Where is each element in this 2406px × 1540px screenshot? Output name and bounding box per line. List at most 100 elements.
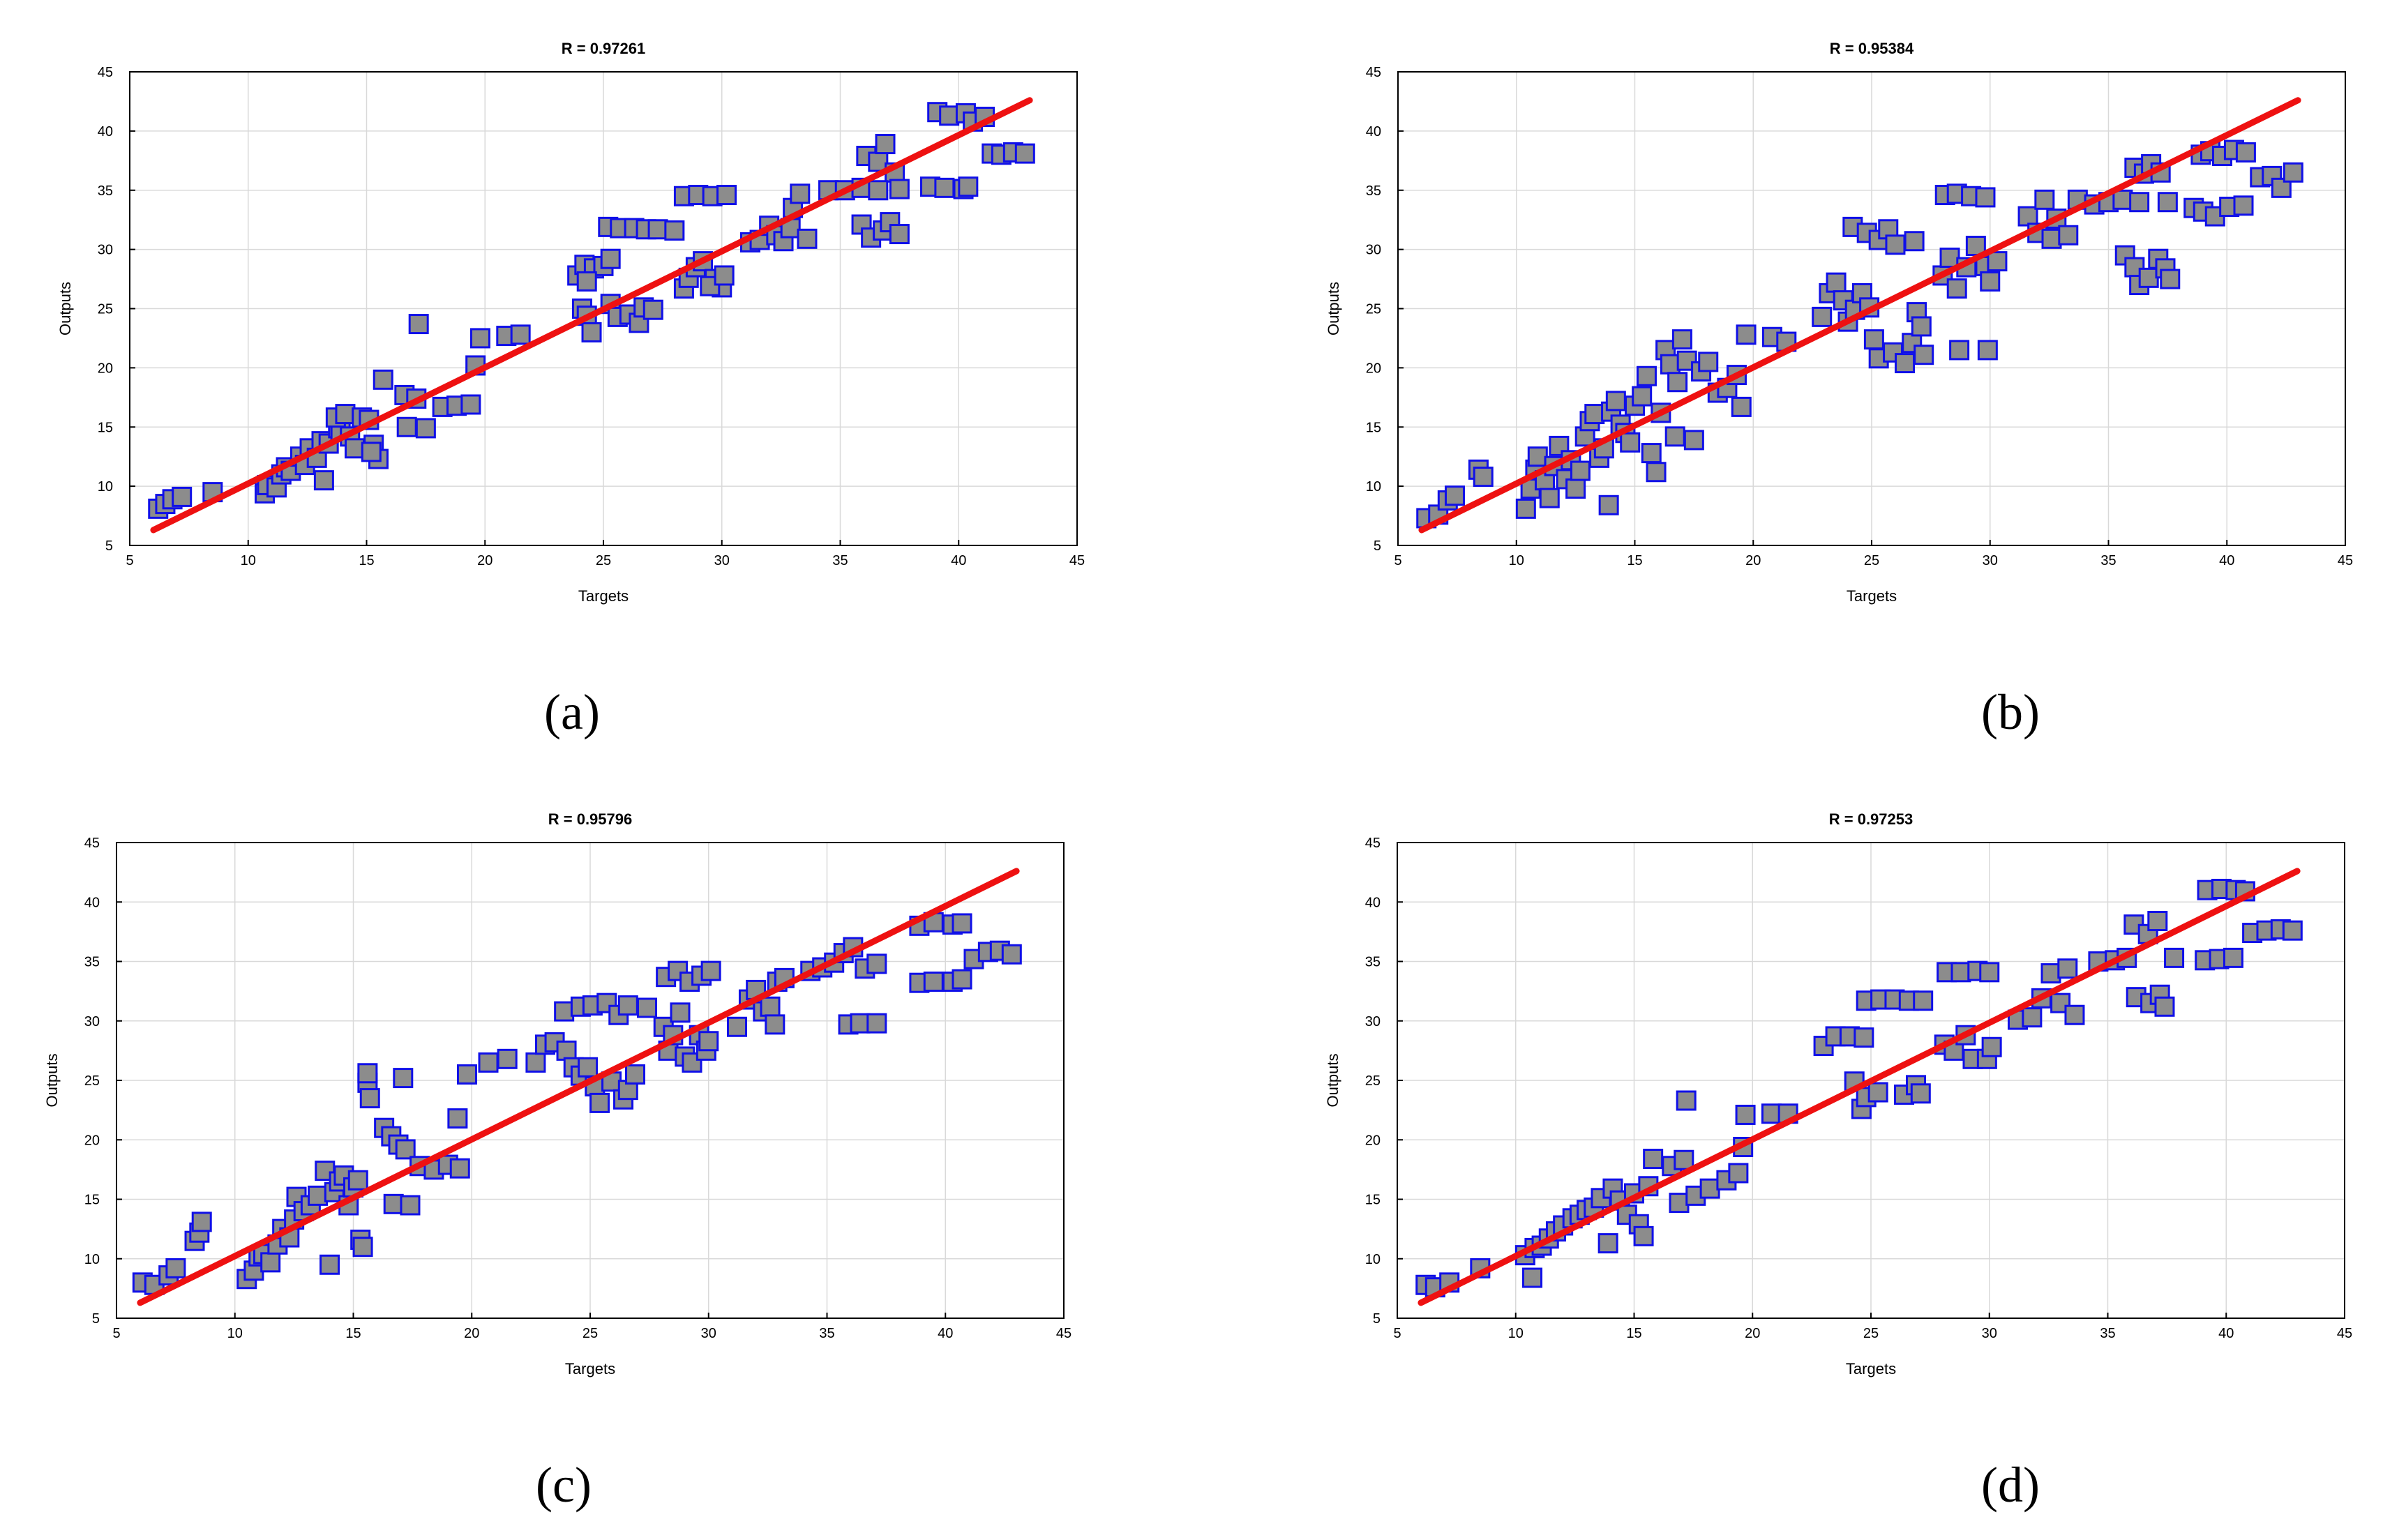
data-point: [1527, 446, 1548, 467]
data-point: [2223, 947, 2243, 968]
data-point: [1683, 430, 1704, 451]
data-point: [1598, 495, 1619, 515]
data-point: [1736, 324, 1757, 345]
y-tick-label: 5: [1373, 1311, 1381, 1327]
data-point: [1939, 248, 1960, 269]
data-point: [2147, 911, 2168, 932]
data-point: [1980, 271, 2001, 292]
data-point: [1987, 251, 2008, 272]
data-point: [1620, 432, 1641, 453]
data-point: [1943, 1040, 1964, 1061]
y-tick-label: 45: [98, 65, 113, 80]
y-tick-label: 15: [1365, 1193, 1381, 1208]
y-tick-label: 40: [1365, 895, 1381, 910]
data-point: [726, 1016, 747, 1037]
data-point: [850, 1013, 871, 1034]
data-point: [2164, 947, 2185, 968]
data-point: [1761, 1103, 1782, 1124]
y-tick-label: 20: [98, 361, 113, 376]
data-point: [1910, 1083, 1931, 1104]
data-point: [1826, 272, 1847, 293]
fit-line: [1418, 868, 2301, 1306]
fit-line: [150, 97, 1033, 534]
caption-a: (a): [544, 684, 600, 740]
y-tick-label: 35: [1366, 183, 1381, 199]
data-point: [625, 1064, 646, 1085]
y-tick-label: 40: [1366, 124, 1381, 139]
y-tick-label: 5: [1374, 538, 1381, 554]
x-tick-label: 30: [1982, 1326, 1997, 1341]
data-point: [2040, 963, 2061, 984]
data-point: [958, 176, 979, 197]
x-tick-label: 35: [832, 553, 848, 568]
data-point: [352, 1237, 373, 1258]
data-point: [1728, 1163, 1749, 1184]
data-point: [647, 219, 668, 240]
y-axis-label: Outputs: [43, 1053, 61, 1107]
x-tick-label: 10: [1508, 1326, 1524, 1341]
data-point: [1539, 488, 1560, 508]
x-tick-label: 25: [1863, 1326, 1879, 1341]
data-point: [2064, 1004, 2085, 1025]
x-tick-label: 5: [126, 553, 133, 568]
data-point: [1913, 990, 1934, 1011]
x-tick-label: 30: [714, 553, 730, 568]
data-point: [581, 322, 602, 342]
y-tick-label: 15: [98, 420, 113, 435]
data-point: [664, 220, 685, 241]
data-point: [1664, 426, 1685, 447]
x-tick-label: 30: [701, 1326, 716, 1341]
data-point: [1597, 1233, 1618, 1254]
data-point: [939, 105, 960, 126]
chart-panel-a: 5 10 15 20 25 30 35 40 45 5 10 15 20 25 30 35 40 45 R = 0.…: [0, 0, 1203, 770]
data-point: [578, 1057, 599, 1078]
data-point: [2157, 192, 2178, 213]
data-point: [1735, 1104, 1756, 1125]
x-tick-label: 45: [2338, 553, 2353, 568]
y-tick-label: 25: [1365, 1073, 1381, 1089]
data-point: [2154, 996, 2175, 1017]
data-point: [1949, 340, 1970, 361]
data-point: [1605, 391, 1626, 412]
data-point: [1946, 278, 1967, 299]
data-point: [1863, 329, 1884, 350]
data-point: [1001, 944, 1022, 965]
data-point: [308, 1185, 329, 1206]
y-axis-label: Outputs: [1324, 1053, 1341, 1107]
data-point: [2057, 958, 2078, 979]
x-tick-label: 40: [2219, 553, 2234, 568]
y-tick-label: 45: [1365, 836, 1381, 851]
data-point: [2034, 189, 2055, 210]
data-point: [400, 1195, 421, 1216]
data-point: [600, 248, 621, 269]
y-tick-label: 30: [98, 243, 113, 258]
data-point: [1981, 1036, 2002, 1057]
data-point: [383, 1193, 404, 1214]
data-point: [889, 179, 910, 199]
data-point: [260, 1252, 281, 1273]
data-point: [2041, 228, 2062, 249]
y-tick-label: 45: [84, 836, 100, 851]
fit-line: [137, 868, 1020, 1306]
data-point: [2017, 206, 2038, 227]
chart-panel-b: 5 10 15 20 25 30 35 40 45 5 10 15 20 25 30 35 40 45 R = 0.…: [1203, 0, 2406, 770]
y-tick-label: 25: [84, 1073, 100, 1089]
data-point: [1671, 329, 1692, 350]
data-point: [447, 1108, 468, 1129]
data-point: [2235, 142, 2256, 163]
data-point: [408, 314, 429, 335]
caption-d: (d): [1981, 1457, 2040, 1513]
data-point: [1632, 386, 1653, 407]
y-tick-label: 10: [1365, 1252, 1381, 1267]
data-point: [670, 1002, 691, 1023]
data-point: [875, 134, 896, 155]
chart-d: 5 10 15 20 25 30 35 40 45 5 10 15 20 25 30 35 40 45 R = 0.…: [1324, 810, 2352, 1377]
x-tick-label: 20: [464, 1326, 479, 1341]
data-point: [525, 1052, 546, 1073]
y-axis-label: Outputs: [1325, 282, 1342, 335]
chart-title: R = 0.95796: [548, 810, 632, 828]
data-point: [889, 224, 910, 245]
data-point: [497, 1048, 518, 1069]
data-point: [361, 441, 382, 462]
data-point: [1633, 1225, 1654, 1246]
